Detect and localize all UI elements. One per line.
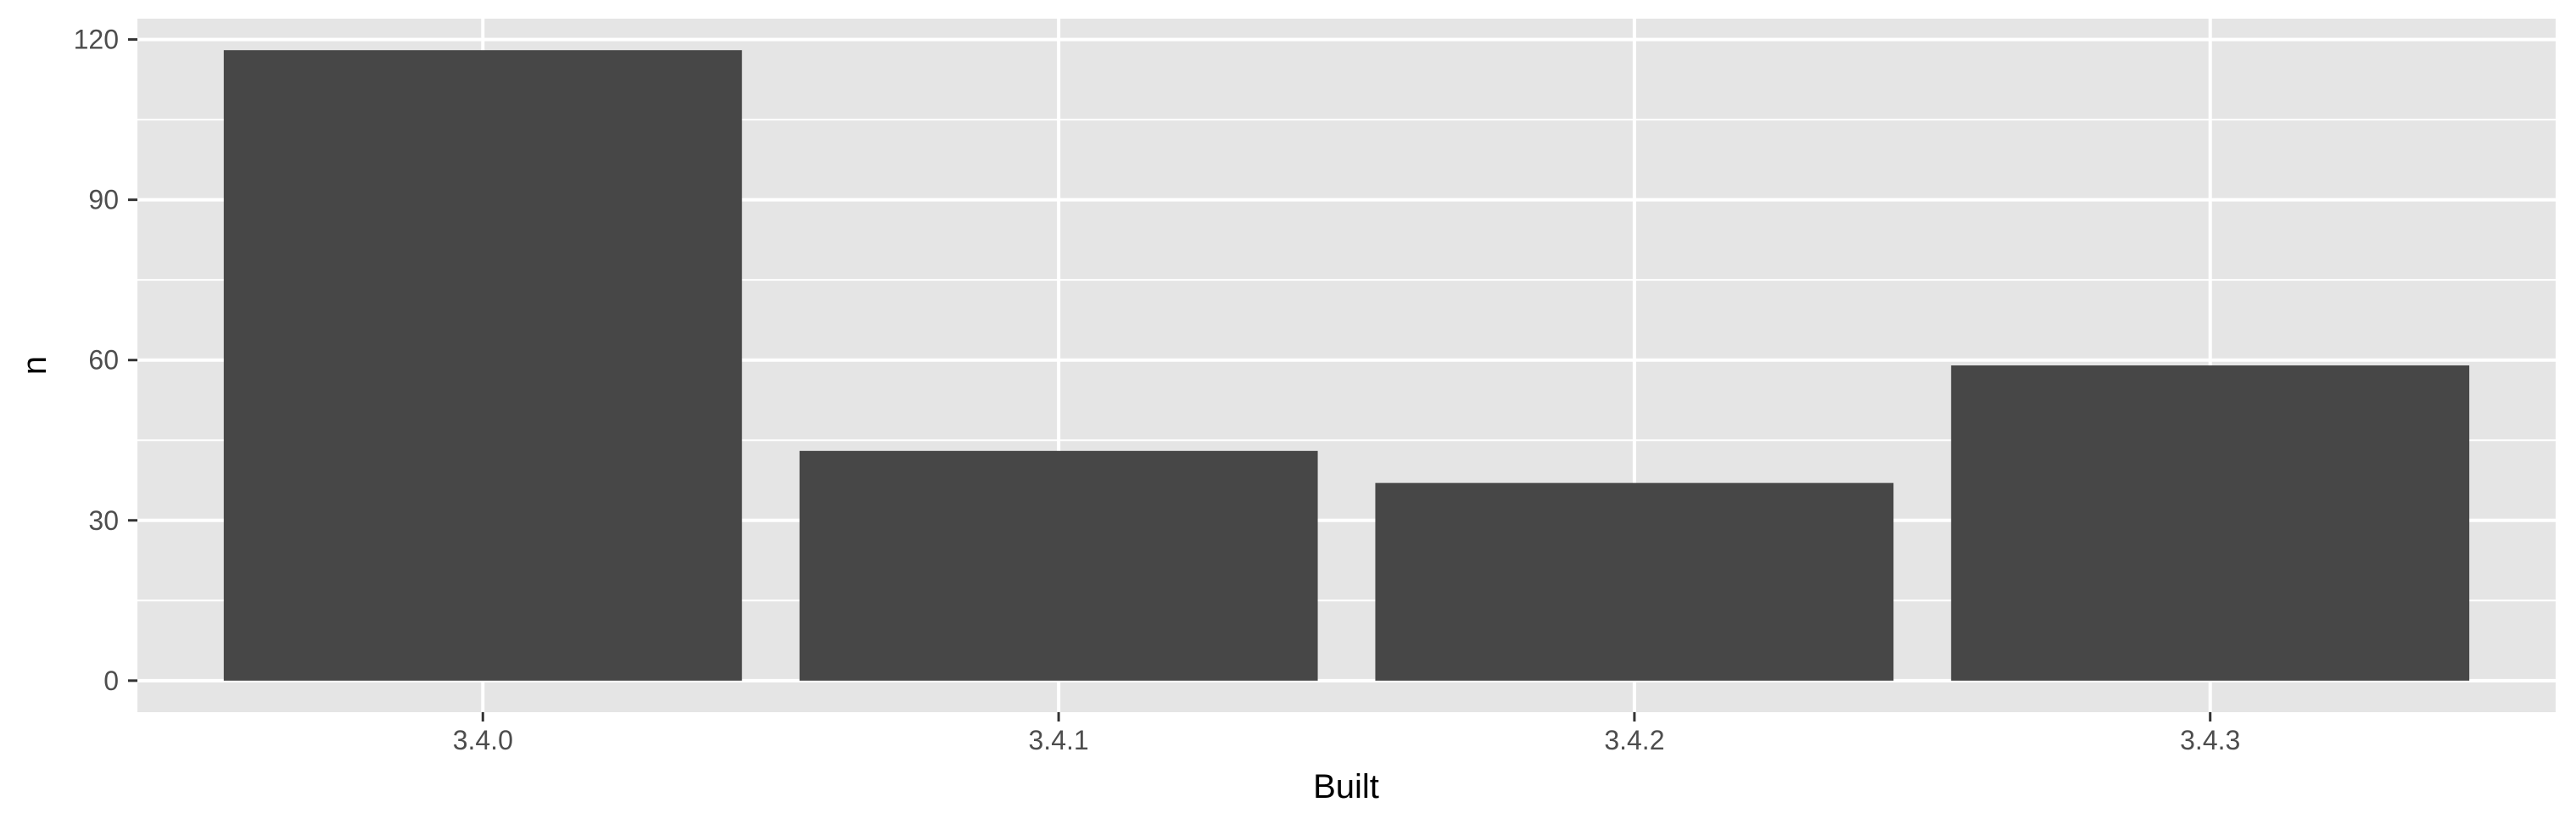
y-tick-label: 60 (88, 345, 119, 376)
bar (223, 50, 742, 681)
x-tick-label: 3.4.0 (453, 725, 513, 755)
y-tick-label: 0 (103, 666, 119, 696)
bars (223, 50, 2470, 681)
y-tick-label: 30 (88, 505, 119, 536)
x-axis-title: Built (1313, 768, 1379, 805)
x-axis: 3.4.0 3.4.1 3.4.2 3.4.3 (453, 712, 2240, 755)
bar (1375, 482, 1894, 681)
y-axis: 0 30 60 90 120 (74, 25, 137, 696)
x-tick-label: 3.4.1 (1029, 725, 1089, 755)
y-tick-label: 90 (88, 185, 119, 215)
x-tick-label: 3.4.2 (1604, 725, 1664, 755)
y-axis-title: n (16, 356, 53, 375)
x-tick-label: 3.4.3 (2180, 725, 2240, 755)
bar (799, 450, 1318, 681)
y-tick-label: 120 (74, 25, 119, 55)
bar (1951, 365, 2470, 681)
